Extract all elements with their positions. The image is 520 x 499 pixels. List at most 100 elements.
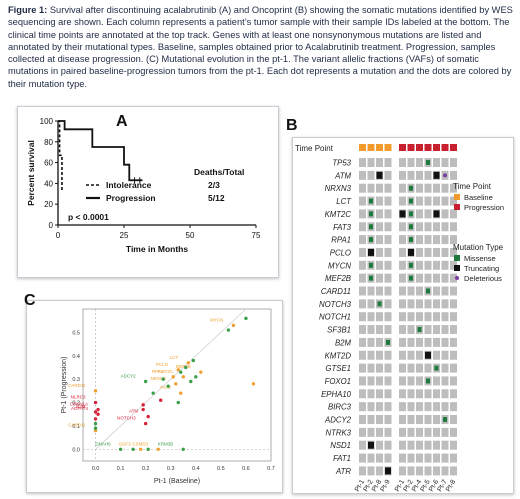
x-tick-label: 0.1 (117, 466, 125, 472)
oncoprint-cell (441, 286, 449, 296)
gene-label: SF3B1 (327, 326, 351, 335)
oncoprint-cell (441, 312, 449, 322)
mutation-point (166, 384, 170, 388)
missense-mark (377, 301, 382, 307)
oncoprint-cell (450, 247, 457, 257)
oncoprint-cell (376, 286, 383, 296)
missense-mark (409, 237, 413, 243)
y-tick-label: 0.0 (72, 447, 80, 453)
oncoprint-cell (359, 337, 366, 347)
truncating-mark (368, 248, 374, 256)
missense-mark (417, 327, 422, 333)
oncoprint-cell (399, 312, 406, 322)
oncoprint-cell (399, 222, 406, 232)
x-tick-label: 0.2 (142, 466, 150, 472)
oncoprint-cell (433, 389, 440, 399)
gene-label: KMT2C (325, 210, 352, 219)
oncoprint-cell (399, 260, 406, 270)
oncoprint-cell (416, 209, 423, 219)
oncoprint-cell (359, 325, 366, 335)
oncoprint-cell (376, 350, 383, 360)
oncoprint-cell (424, 183, 432, 193)
oncoprint-cell (367, 325, 375, 335)
oncoprint-cell (407, 466, 415, 476)
oncoprint-cell (384, 350, 392, 360)
oncoprint-cell (433, 273, 440, 283)
oncoprint-cell (450, 325, 457, 335)
oncoprint-cell (399, 440, 406, 450)
oncoprint-cell (384, 183, 392, 193)
oncoprint-cell (359, 222, 366, 232)
legend-series-name: Intolerance (106, 180, 152, 190)
oncoprint-cell (450, 337, 457, 347)
oncoprint-cell (376, 363, 383, 373)
oncoprint-cell (399, 183, 406, 193)
panel-b-label: B (286, 117, 298, 134)
mutation-point (93, 400, 98, 405)
oncoprint-cell (367, 286, 375, 296)
oncoprint-cell (399, 363, 406, 373)
mutation-point (161, 377, 165, 381)
oncoprint-cell (441, 376, 449, 386)
x-tick-label: 0.4 (192, 466, 200, 472)
oncoprint-cell (433, 466, 440, 476)
oncoprint-cell (407, 312, 415, 322)
mutation-label: B2M (76, 404, 86, 409)
mutation-label: LCT (170, 355, 179, 360)
gene-label: PCLO (330, 248, 351, 257)
mutation-label: CARD11 (68, 423, 86, 428)
y-tick-label: 0.5 (72, 330, 80, 336)
mutation-label: CSMD3 (132, 441, 148, 446)
oncoprint-cell (359, 376, 366, 386)
oncoprint-cell (399, 299, 406, 309)
oncoprint-cell (416, 286, 423, 296)
oncoprint-cell (424, 440, 432, 450)
oncoprint-cell (450, 209, 457, 219)
mutation-label: MEF2B (176, 364, 191, 369)
oncoprint-cell (367, 363, 375, 373)
gene-label: MEF2B (325, 274, 351, 283)
gene-label: FOXO1 (325, 377, 351, 386)
oncoprint-cell (399, 376, 406, 386)
missense-mark (369, 211, 373, 217)
oncoprint-cell (433, 196, 440, 206)
y-tick-label: 0.3 (72, 377, 80, 383)
oncoprint-cell (376, 427, 383, 437)
missense-mark (409, 275, 413, 281)
oncoprint-cell (384, 222, 392, 232)
oncoprint-cell (416, 235, 423, 245)
panel-a-label: A (116, 113, 128, 130)
oncoprint-cell (384, 427, 392, 437)
gene-label: B2M (335, 338, 352, 347)
oncoprint-cell (433, 337, 440, 347)
oncoprint-cell (376, 453, 383, 463)
oncoprint-chart: Time Point TP53 ATM NRXN3 LCT KMT2C FAT3 RPA1 PC… (295, 144, 504, 493)
panel-c-vaf-scatter: 0.0 0.1 0.2 0.3 0.4 0.5 0.6 0.7 0.0 0.1 0.2 0.3 0.4 0… (26, 300, 283, 493)
oncoprint-cell (407, 402, 415, 412)
oncoprint-cell (367, 350, 375, 360)
oncoprint-cell (450, 453, 457, 463)
oncoprint-cell (359, 209, 366, 219)
oncoprint-cell (416, 440, 423, 450)
oncoprint-cell (359, 350, 366, 360)
oncoprint-cell (359, 247, 366, 257)
gene-label: NOTCH3 (319, 300, 352, 309)
oncoprint-cell (441, 325, 449, 335)
mutation-point (194, 375, 198, 379)
oncoprint-cell (367, 299, 375, 309)
x-tick-label: 25 (120, 231, 129, 240)
legend-time-point-title: Time Point (453, 182, 492, 191)
mutation-point (176, 368, 180, 372)
time-point-cell (450, 144, 457, 151)
oncoprint-cell (407, 286, 415, 296)
time-point-cell (416, 144, 423, 151)
oncoprint-cell (433, 235, 440, 245)
oncoprint-cell (407, 376, 415, 386)
oncoprint-cell (407, 363, 415, 373)
oncoprint-cell (433, 312, 440, 322)
oncoprint-cell (399, 286, 406, 296)
mutation-point (93, 389, 98, 393)
y-tick-label: 100 (40, 117, 54, 126)
oncoprint-cell (416, 222, 423, 232)
legend-progression-swatch (454, 204, 460, 210)
